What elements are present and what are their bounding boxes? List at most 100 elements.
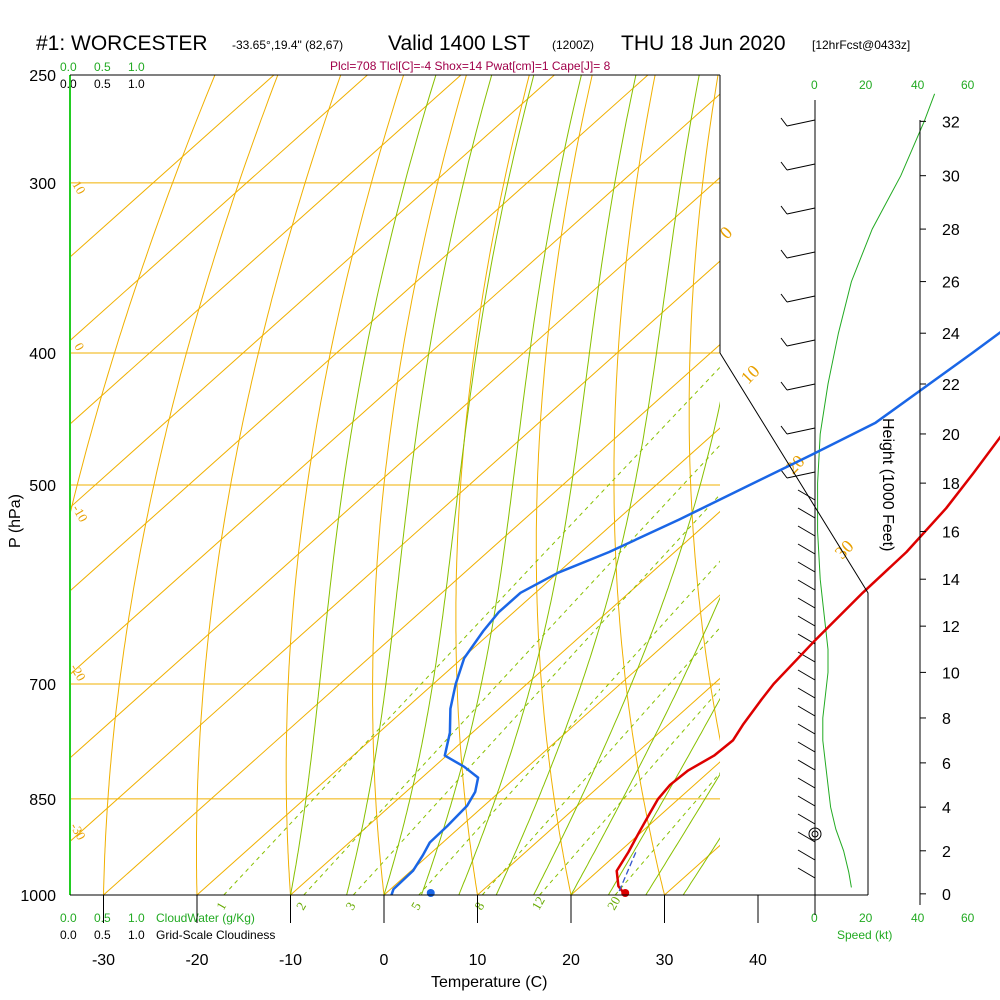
height-tick-label-5: 10 xyxy=(942,665,960,682)
mixing-ratio-line-5 xyxy=(539,688,720,895)
isotherm--50 xyxy=(70,176,720,759)
height-tick-label-2: 4 xyxy=(942,800,951,817)
height-tick-label-15: 30 xyxy=(942,169,960,186)
speed-scale-bottom-40: 40 xyxy=(911,911,925,925)
wind-barb-flag xyxy=(780,425,788,435)
x-tick-label-1: -20 xyxy=(185,952,208,969)
height-tick-label-0: 0 xyxy=(942,887,951,904)
cloudwater-scale-bottom-1: 0.5 xyxy=(94,911,111,925)
moist-adiabat-28 xyxy=(645,773,720,895)
wind-barb-low xyxy=(797,525,816,537)
dry-adiabat-20 xyxy=(535,75,593,895)
dry-adiabat-50 xyxy=(762,63,852,895)
moist-adiabat--4 xyxy=(346,75,493,895)
dry-adiabat-10 xyxy=(455,75,530,895)
height-tick-label-4: 8 xyxy=(942,711,951,728)
mixing-ratio-label-1: 2 xyxy=(293,899,309,912)
dry-adiabat--10 xyxy=(285,75,405,895)
mixing-ratio-line-4 xyxy=(481,626,720,895)
cloudiness-scale-top-2: 1.0 xyxy=(128,77,145,91)
isotherm--90 xyxy=(70,75,462,425)
wind-barb-low xyxy=(797,777,816,789)
wind-barb xyxy=(786,207,816,215)
height-tick-label-7: 14 xyxy=(942,572,960,589)
y-tick-label-3: 500 xyxy=(29,478,56,495)
height-tick-label-8: 16 xyxy=(942,525,960,542)
utc-time: (1200Z) xyxy=(552,38,594,52)
height-tick-label-3: 6 xyxy=(942,756,951,773)
x-tick-label-0: -30 xyxy=(92,952,115,969)
cloudwater-scale-bottom-0: 0.0 xyxy=(60,911,77,925)
wind-barb-low xyxy=(797,741,816,753)
parcel-path xyxy=(618,851,637,892)
moist-adiabat--10 xyxy=(290,75,437,895)
wind-barb-low xyxy=(797,561,816,573)
mixing-ratio-label-6: 20 xyxy=(604,894,623,913)
isotherm-label-0: 0 xyxy=(716,222,737,243)
wind-barb-flag xyxy=(780,337,788,347)
y-axis-label: P (hPa) xyxy=(7,494,24,548)
height-tick-label-13: 26 xyxy=(942,275,960,292)
sounding-lines xyxy=(390,93,1000,915)
cloudiness-scale-bottom-1: 0.5 xyxy=(94,928,111,942)
isotherm--100 xyxy=(70,75,368,342)
height-axis-label: Height (1000 Feet) xyxy=(879,418,896,551)
x-axis-label: Temperature (C) xyxy=(431,974,547,991)
wind-barb-flag xyxy=(780,161,788,171)
dry-adiabat-label-0: 10 xyxy=(69,178,88,197)
mixing-ratio-label-5: 12 xyxy=(528,894,547,913)
wind-barb-low xyxy=(797,687,816,699)
mixing-ratio-line-3 xyxy=(418,560,720,895)
moist-adiabat-16 xyxy=(533,401,720,895)
height-tick-label-11: 22 xyxy=(942,377,960,394)
wind-barb-low xyxy=(797,489,816,501)
wind-barb xyxy=(786,471,816,479)
surface-dewpoint-point xyxy=(426,889,435,897)
wind-barb-low xyxy=(797,597,816,609)
cloudwater-scale-top-2: 1.0 xyxy=(128,60,145,74)
wind-barb-low xyxy=(797,543,816,555)
isotherm-10 xyxy=(477,677,720,895)
moist-adiabat-0 xyxy=(383,75,535,895)
dry-adiabat--20 xyxy=(196,75,342,895)
cloudiness-label: Grid-Scale Cloudiness xyxy=(156,928,275,942)
isotherm--20 xyxy=(196,427,720,895)
height-tick-label-10: 20 xyxy=(942,427,960,444)
wind-barb xyxy=(786,383,816,391)
wind-barb xyxy=(786,339,816,347)
wind-barb-low xyxy=(797,615,816,627)
dry-adiabat-label-1: 0 xyxy=(71,340,87,353)
speed-scale-top-0: 0 xyxy=(811,78,818,92)
dewpoint-line xyxy=(390,331,1000,896)
wind-barb-flag xyxy=(780,249,788,259)
speed-scale-top-40: 40 xyxy=(911,78,925,92)
temperature-line xyxy=(615,435,1000,896)
isotherm--70 xyxy=(70,75,649,592)
isotherm--40 xyxy=(70,260,720,843)
y-tick-label-2: 400 xyxy=(29,346,56,363)
forecast-info: [12hrFcst@0433z] xyxy=(812,38,910,52)
isotherm-0 xyxy=(383,594,720,895)
cloudwater-scale-bottom-2: 1.0 xyxy=(128,911,145,925)
speed-scale-top-20: 20 xyxy=(859,78,873,92)
wind-barb xyxy=(786,251,816,259)
x-tick-label-6: 30 xyxy=(656,952,674,969)
cloudiness-scale-top-0: 0.0 xyxy=(60,77,77,91)
wind-barb xyxy=(786,295,816,303)
cloudwater-scale-top-0: 0.0 xyxy=(60,60,77,74)
speed-scale-top-60: 60 xyxy=(961,78,975,92)
x-tick-label-2: -10 xyxy=(279,952,302,969)
valid-time: Valid 1400 LST xyxy=(388,32,530,55)
y-tick-label-5: 850 xyxy=(29,792,56,809)
wind-panel-border xyxy=(719,352,869,895)
sounding-params: Plcl=708 Tlcl[C]=-4 Shox=14 Pwat[cm]=1 C… xyxy=(330,59,611,73)
wind-barb-low xyxy=(797,669,816,681)
wind-barb-flag xyxy=(780,205,788,215)
dry-adiabat-0 xyxy=(372,75,467,895)
speed-label: Speed (kt) xyxy=(837,928,892,942)
moist-adiabat-8 xyxy=(458,75,637,895)
isotherm--110 xyxy=(70,75,275,258)
dry-adiabat-30 xyxy=(613,75,665,895)
wind-barb-low xyxy=(797,579,816,591)
y-tick-label-6: 1000 xyxy=(20,888,56,905)
